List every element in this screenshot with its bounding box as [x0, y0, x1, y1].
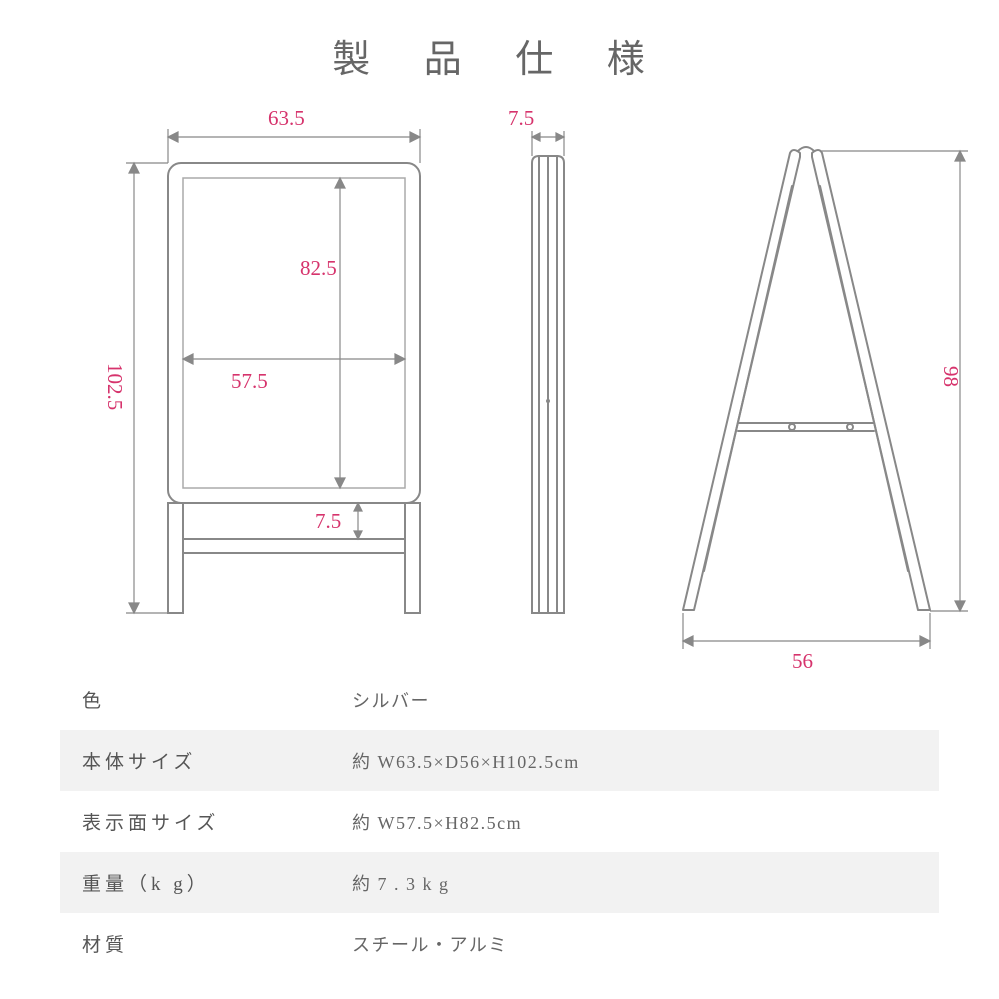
- dim-leg-gap: 7.5: [315, 509, 341, 534]
- dim-inner-width: 57.5: [231, 369, 268, 394]
- diagram-area: 63.5 102.5 57.5 82.5 7.5 7.5: [0, 101, 999, 661]
- dim-front-height: 102.5: [102, 363, 127, 410]
- spec-key: 重量（k g）: [82, 869, 352, 896]
- spec-row-body-size: 本体サイズ 約 W63.5×D56×H102.5cm: [60, 730, 939, 791]
- dim-folded-depth: 7.5: [508, 106, 534, 131]
- spec-key: 材質: [82, 930, 352, 957]
- spec-key: 表示面サイズ: [82, 808, 352, 835]
- spec-row-color: 色 シルバー: [60, 669, 939, 730]
- folded-view-diagram: [490, 101, 610, 661]
- dim-inner-height: 82.5: [300, 256, 337, 281]
- spec-val: 約 W57.5×H82.5cm: [352, 809, 522, 835]
- dim-open-depth: 56: [792, 649, 813, 674]
- spec-key: 本体サイズ: [82, 747, 352, 774]
- spec-table: 色 シルバー 本体サイズ 約 W63.5×D56×H102.5cm 表示面サイズ…: [0, 669, 999, 974]
- spec-val: シルバー: [352, 687, 430, 713]
- dim-front-width: 63.5: [268, 106, 305, 131]
- spec-val: 約 W63.5×D56×H102.5cm: [352, 748, 580, 774]
- spec-val: スチール・アルミ: [352, 931, 508, 957]
- spec-key: 色: [82, 686, 352, 713]
- spec-row-material: 材質 スチール・アルミ: [60, 913, 939, 974]
- dim-open-height: 98: [938, 366, 963, 387]
- spec-row-weight: 重量（k g） 約 7 . 3 k g: [60, 852, 939, 913]
- spec-row-display-size: 表示面サイズ 約 W57.5×H82.5cm: [60, 791, 939, 852]
- spec-val: 約 7 . 3 k g: [352, 870, 450, 896]
- open-view-diagram: [620, 101, 990, 661]
- page-title: 製 品 仕 様: [0, 0, 999, 101]
